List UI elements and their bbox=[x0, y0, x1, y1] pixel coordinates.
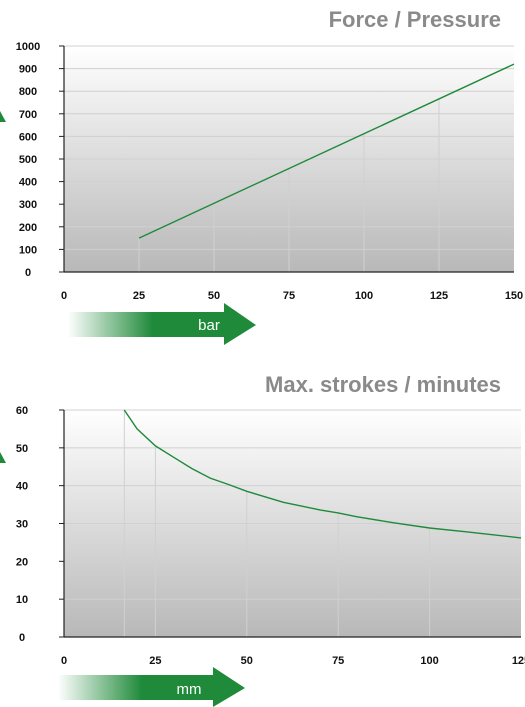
y-tick-label: 50 bbox=[16, 443, 28, 455]
arrow-right-icon bbox=[58, 667, 245, 707]
y-tick-label: 60 bbox=[16, 405, 28, 417]
arrow-right-icon bbox=[68, 303, 256, 345]
y-tick-label: 10 bbox=[16, 594, 28, 606]
x-axis-arrow: bar bbox=[68, 303, 256, 345]
y-tick-label: 0 bbox=[25, 267, 31, 279]
x-tick-label: 75 bbox=[283, 290, 295, 302]
x-axis-arrow: mm bbox=[58, 667, 245, 707]
axes bbox=[59, 45, 514, 273]
chart-title: Force / Pressure bbox=[329, 7, 501, 32]
series-line bbox=[123, 409, 522, 539]
x-tick-labels: 0 25 50 75 100 125 150 bbox=[61, 290, 523, 302]
y-tick-labels: 0 100 200 300 400 500 600 700 800 900 1000 bbox=[16, 41, 40, 279]
x-axis-unit: bar bbox=[198, 317, 220, 334]
y-tick-label: 500 bbox=[19, 154, 37, 166]
y-tick-label: 40 bbox=[16, 481, 28, 493]
x-tick-label: 0 bbox=[61, 290, 67, 302]
y-tick-labels: 0 10 20 30 40 50 60 bbox=[16, 405, 28, 644]
x-tick-label: 50 bbox=[208, 290, 220, 302]
x-tick-label: 0 bbox=[61, 655, 67, 667]
y-tick-label: 200 bbox=[19, 222, 37, 234]
x-tick-label: 100 bbox=[355, 290, 373, 302]
y-tick-label: 30 bbox=[16, 519, 28, 531]
chart-max-strokes: Max. strokes / minutes 0 10 20 30 40 50 60 0 25… bbox=[0, 372, 525, 707]
y-tick-label: 600 bbox=[19, 131, 37, 143]
y-axis-arrow-icon bbox=[0, 111, 6, 122]
y-tick-label: 100 bbox=[19, 244, 37, 256]
y-tick-label: 900 bbox=[19, 64, 37, 76]
x-tick-label: 50 bbox=[241, 655, 253, 667]
axes bbox=[59, 409, 521, 638]
grid bbox=[64, 45, 514, 273]
x-tick-label: 25 bbox=[133, 290, 145, 302]
y-tick-label: 400 bbox=[19, 177, 37, 189]
x-tick-label: 75 bbox=[332, 655, 344, 667]
chart-title: Max. strokes / minutes bbox=[265, 372, 501, 397]
x-tick-label: 150 bbox=[505, 290, 523, 302]
series-line bbox=[138, 63, 515, 239]
y-tick-label: 700 bbox=[19, 109, 37, 121]
chart-force-pressure: Force / Pressure 01002003004005006007008… bbox=[0, 7, 523, 345]
y-tick-label: 0 bbox=[19, 632, 25, 644]
x-tick-labels: 0 25 50 75 100 125 bbox=[61, 655, 525, 667]
x-tick-label: 125 bbox=[430, 290, 448, 302]
y-tick-label: 1000 bbox=[16, 41, 40, 53]
y-axis-arrow-icon bbox=[0, 452, 6, 463]
y-tick-label: 800 bbox=[19, 86, 37, 98]
x-axis-unit: mm bbox=[177, 681, 202, 698]
x-tick-label: 100 bbox=[420, 655, 438, 667]
x-tick-label: 125 bbox=[512, 655, 525, 667]
y-tick-label: 300 bbox=[19, 199, 37, 211]
y-tick-label: 20 bbox=[16, 556, 28, 568]
x-tick-label: 25 bbox=[149, 655, 161, 667]
